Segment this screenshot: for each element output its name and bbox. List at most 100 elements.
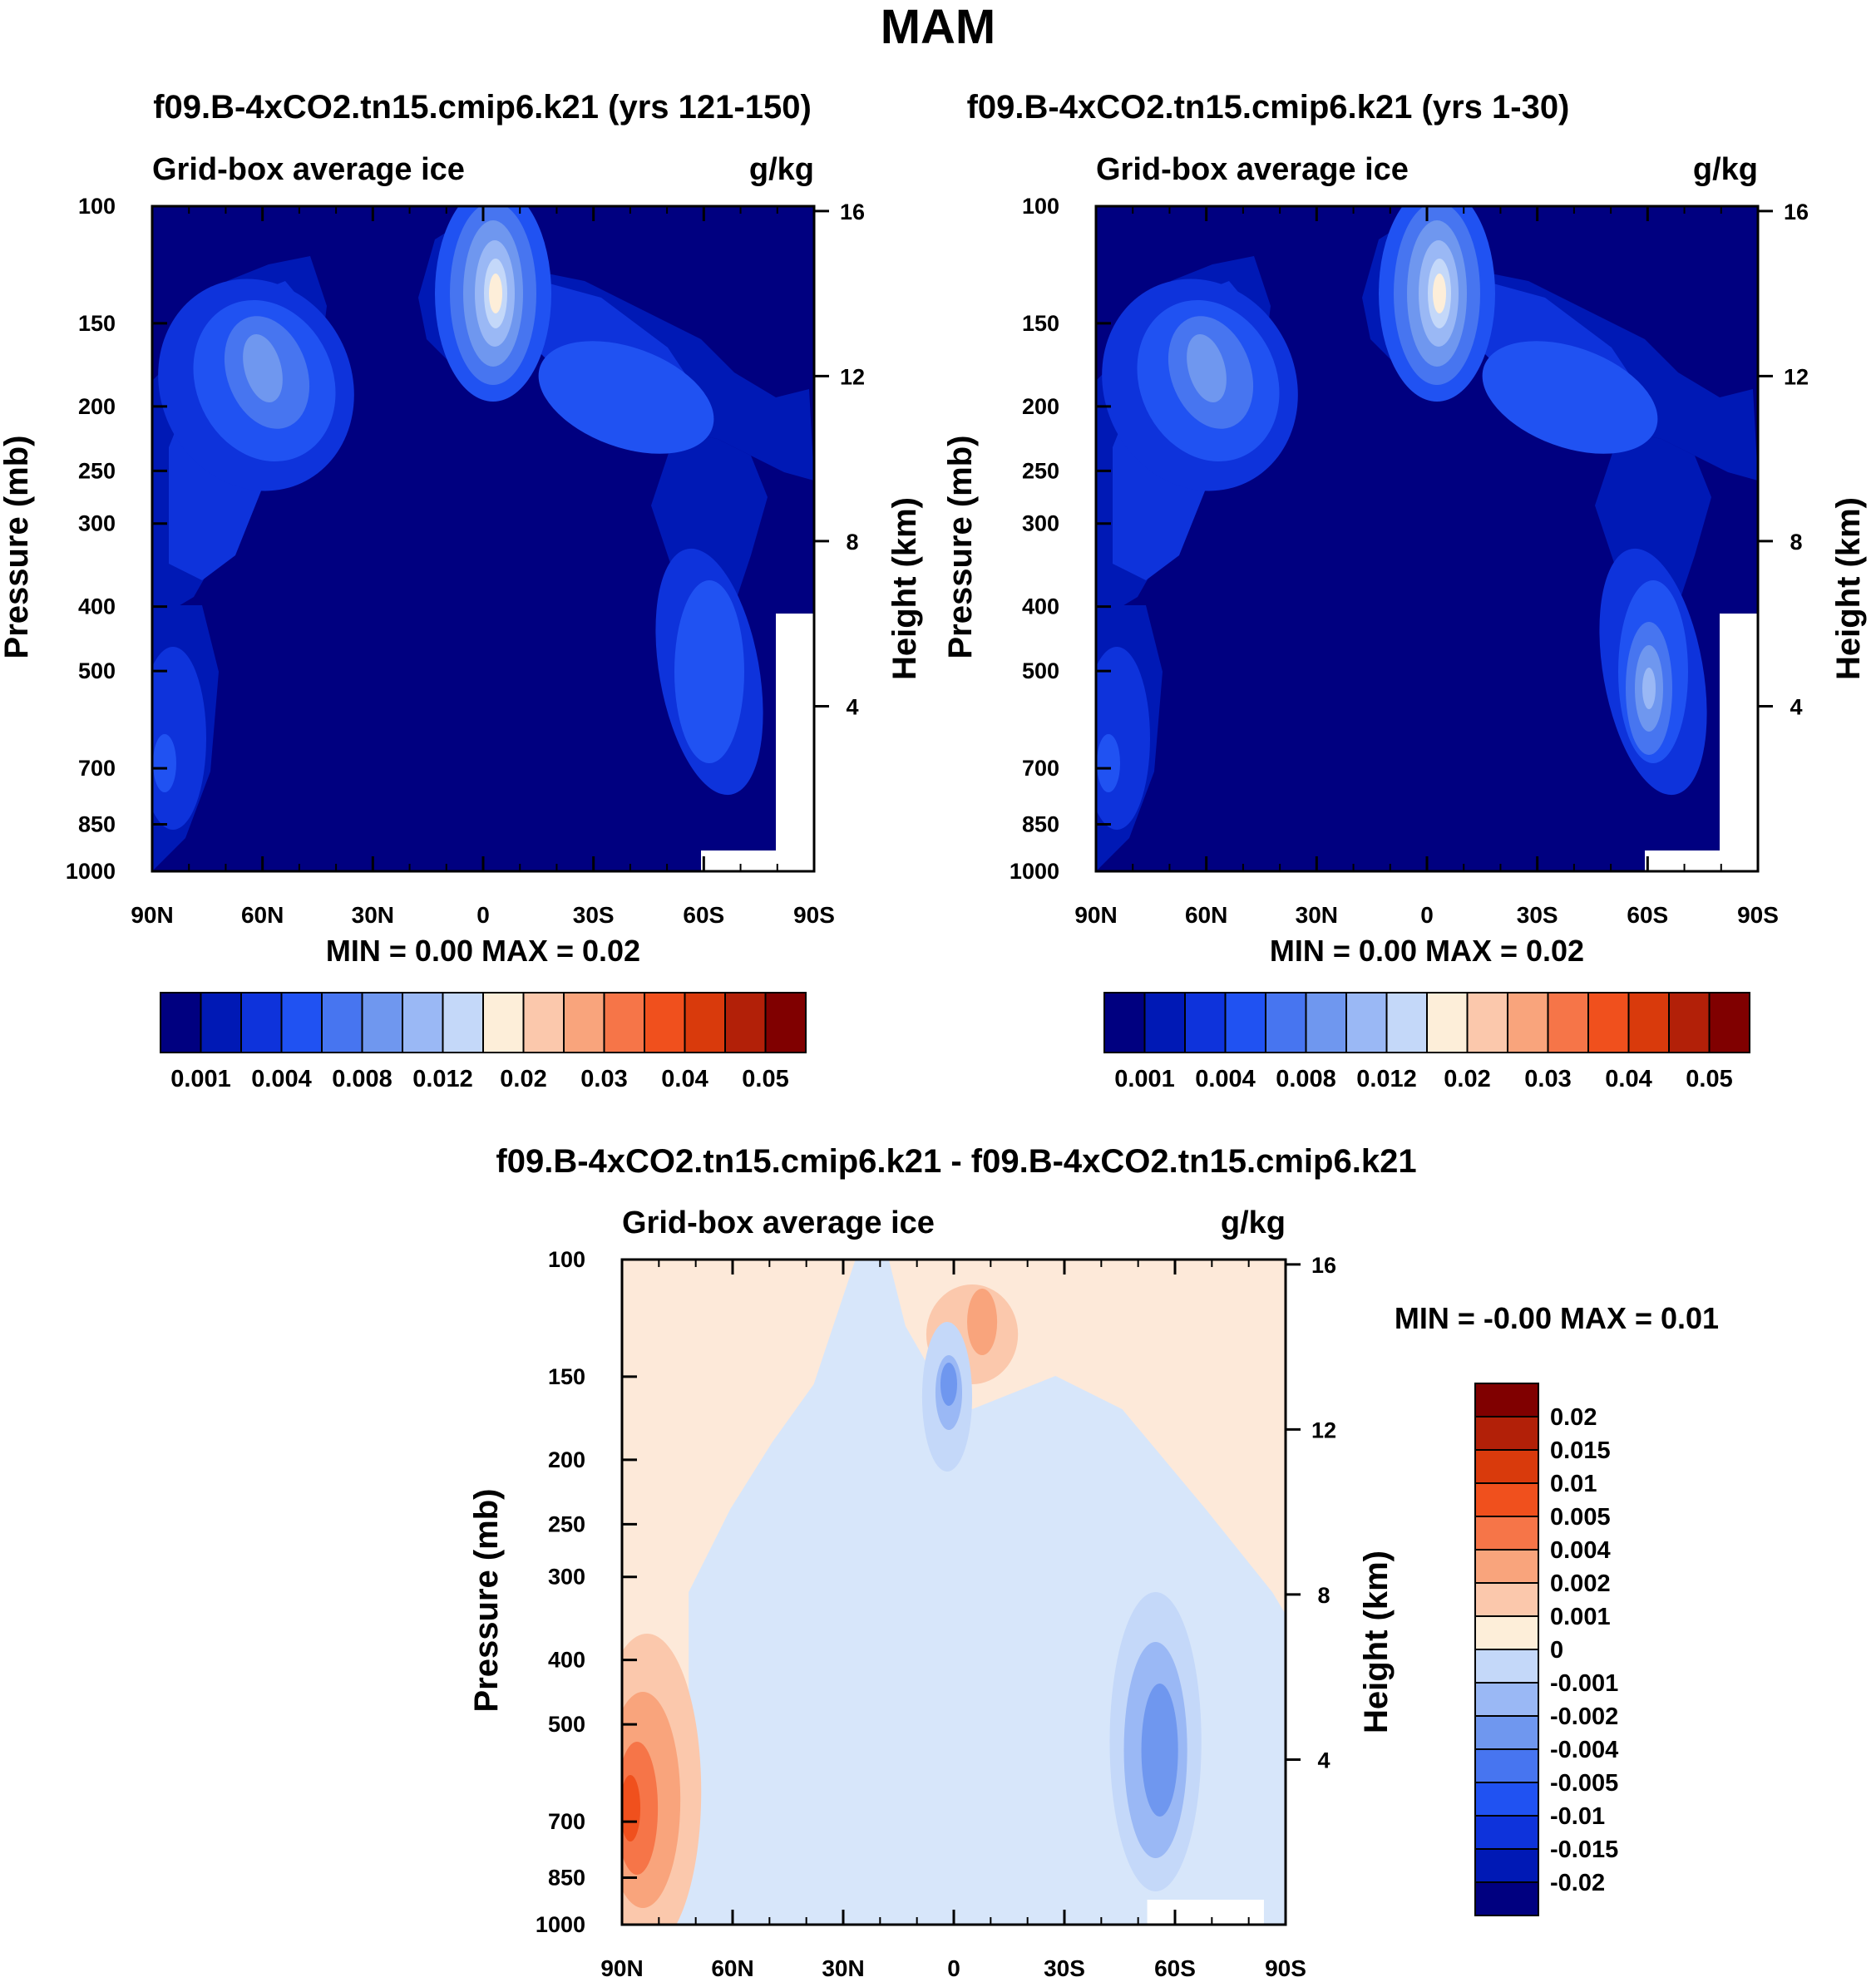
colorbar-box	[1224, 992, 1266, 1053]
x-tick-label: 60S	[1627, 902, 1668, 928]
y-tick-label: 250	[78, 458, 116, 483]
colorbar-box	[442, 992, 484, 1053]
colorbar-box	[522, 992, 565, 1053]
height-tick-label: 16	[840, 200, 865, 224]
y-tick-label: 150	[548, 1364, 585, 1389]
contour-arctic-positive-core	[622, 1775, 641, 1841]
x-tick-label: 30N	[352, 902, 394, 928]
x-tick-label: 60N	[1185, 902, 1227, 928]
colorbar-box	[482, 992, 525, 1053]
colorbar-box	[240, 992, 283, 1053]
colorbar-label: 0.001	[170, 1066, 231, 1092]
contour-south-low-inner	[674, 580, 744, 763]
y-tick-label: 300	[1022, 511, 1059, 536]
height-tick-label: 16	[1784, 200, 1809, 224]
height-tick-label: 12	[840, 364, 865, 389]
y-tick-label: 500	[548, 1712, 585, 1737]
x-tick-label: 90S	[793, 902, 835, 928]
y-axis-label: Pressure (mb)	[0, 436, 35, 659]
colorbar-label: 0.015	[1550, 1437, 1611, 1464]
contour-arctic-mid	[152, 647, 206, 830]
colorbar-box	[563, 992, 605, 1053]
colorbar-label: 0.004	[1195, 1066, 1256, 1092]
height-tick-label: 16	[1311, 1253, 1336, 1278]
height-tick-label: 8	[1317, 1583, 1330, 1608]
colorbar-label: 0.004	[251, 1066, 312, 1092]
colorbar-label: -0.01	[1550, 1803, 1605, 1830]
panel-title: f09.B-4xCO2.tn15.cmip6.k21 - f09.B-4xCO2…	[496, 1143, 1416, 1180]
contour-upper-negative-core	[940, 1363, 958, 1406]
colorbar-box	[1103, 992, 1146, 1053]
y-tick-label: 250	[548, 1511, 585, 1536]
colorbar-box	[1474, 1582, 1539, 1617]
x-tick-label: 60N	[711, 1955, 753, 1981]
colorbar-label: -0.001	[1550, 1670, 1618, 1697]
colorbar-box	[200, 992, 242, 1053]
colorbar-label: 0.03	[1524, 1066, 1571, 1092]
y-tick-label: 400	[1022, 594, 1059, 619]
colorbar-label: 0.04	[661, 1066, 708, 1092]
colorbar-box	[1627, 992, 1670, 1053]
contour-south-negative-inner	[1141, 1684, 1178, 1817]
height-tick-label: 12	[1784, 364, 1809, 389]
colorbar-box	[1474, 1848, 1539, 1883]
colorbar-box	[1426, 992, 1469, 1053]
x-tick-label: 30N	[822, 1955, 864, 1981]
y-tick-label: 700	[78, 756, 116, 781]
stats-label: MIN = 0.00 MAX = 0.02	[1270, 934, 1584, 968]
colorbar-label: 0.005	[1550, 1504, 1611, 1531]
missing-data	[1147, 1900, 1264, 1925]
height-tick-label: 12	[1311, 1417, 1336, 1442]
contour-north-inner-4	[1187, 334, 1227, 402]
y-tick-label: 400	[548, 1648, 585, 1673]
plot-area	[152, 206, 814, 871]
colorbar-box	[1474, 1549, 1539, 1584]
colorbar-box	[1474, 1649, 1539, 1684]
stats-label: MIN = 0.00 MAX = 0.02	[326, 934, 640, 968]
plot-area	[622, 1260, 1286, 1925]
colorbar-label: 0.05	[742, 1066, 788, 1092]
x-tick-label: 30S	[1517, 902, 1558, 928]
colorbar-box	[321, 992, 363, 1053]
colorbar-box	[644, 992, 686, 1053]
y-tick-label: 700	[1022, 756, 1059, 781]
colorbar-label: 0.05	[1686, 1066, 1732, 1092]
panel-title: f09.B-4xCO2.tn15.cmip6.k21 (yrs 121-150)	[153, 89, 812, 126]
colorbar-box	[1474, 1881, 1539, 1916]
colorbar-label: 0.001	[1114, 1066, 1175, 1092]
contour-arctic-inner	[153, 734, 176, 792]
y-tick-label: 1000	[536, 1912, 585, 1937]
colorbar-box	[1474, 1615, 1539, 1650]
colorbar-box	[1474, 1782, 1539, 1817]
y-tick-label: 850	[78, 812, 116, 837]
left-string: Grid-box average ice	[152, 152, 465, 187]
height-tick-label: 4	[846, 694, 858, 719]
colorbar-box	[1184, 992, 1227, 1053]
panel-4xco2-yrs-121-150: f09.B-4xCO2.tn15.cmip6.k21 (yrs 121-150)…	[0, 89, 923, 1092]
x-tick-label: 30S	[1044, 1955, 1085, 1981]
height-tick-label: 4	[1317, 1748, 1330, 1772]
x-tick-label: 0	[947, 1955, 960, 1981]
colorbar-label: 0.002	[1550, 1570, 1611, 1597]
colorbar-box	[160, 992, 202, 1053]
colorbar-box	[1708, 992, 1750, 1053]
height-tick-label: 4	[1790, 694, 1802, 719]
colorbar-label: 0.004	[1550, 1537, 1611, 1564]
colorbar-label: -0.02	[1550, 1870, 1605, 1896]
colorbar-label: 0.012	[412, 1066, 473, 1092]
y-tick-label: 200	[1022, 394, 1059, 419]
x-tick-label: 90S	[1265, 1955, 1306, 1981]
colorbar-box	[280, 992, 323, 1053]
colorbar-label: -0.005	[1550, 1770, 1618, 1797]
contour-arctic-inner	[1097, 734, 1120, 792]
colorbar-box	[1507, 992, 1549, 1053]
x-tick-label: 60S	[1154, 1955, 1196, 1981]
colorbar-box	[1474, 1748, 1539, 1783]
y-tick-label: 400	[78, 594, 116, 619]
height-tick-label: 8	[1790, 530, 1802, 555]
colorbar-label: -0.002	[1550, 1703, 1618, 1730]
x-tick-label: 30N	[1296, 902, 1338, 928]
colorbar-label: 0.001	[1550, 1604, 1611, 1630]
colorbar-box	[603, 992, 645, 1053]
